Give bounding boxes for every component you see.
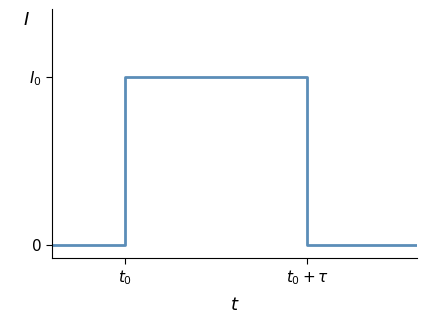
X-axis label: $t$: $t$	[230, 295, 239, 311]
Y-axis label: $I$: $I$	[23, 11, 29, 29]
